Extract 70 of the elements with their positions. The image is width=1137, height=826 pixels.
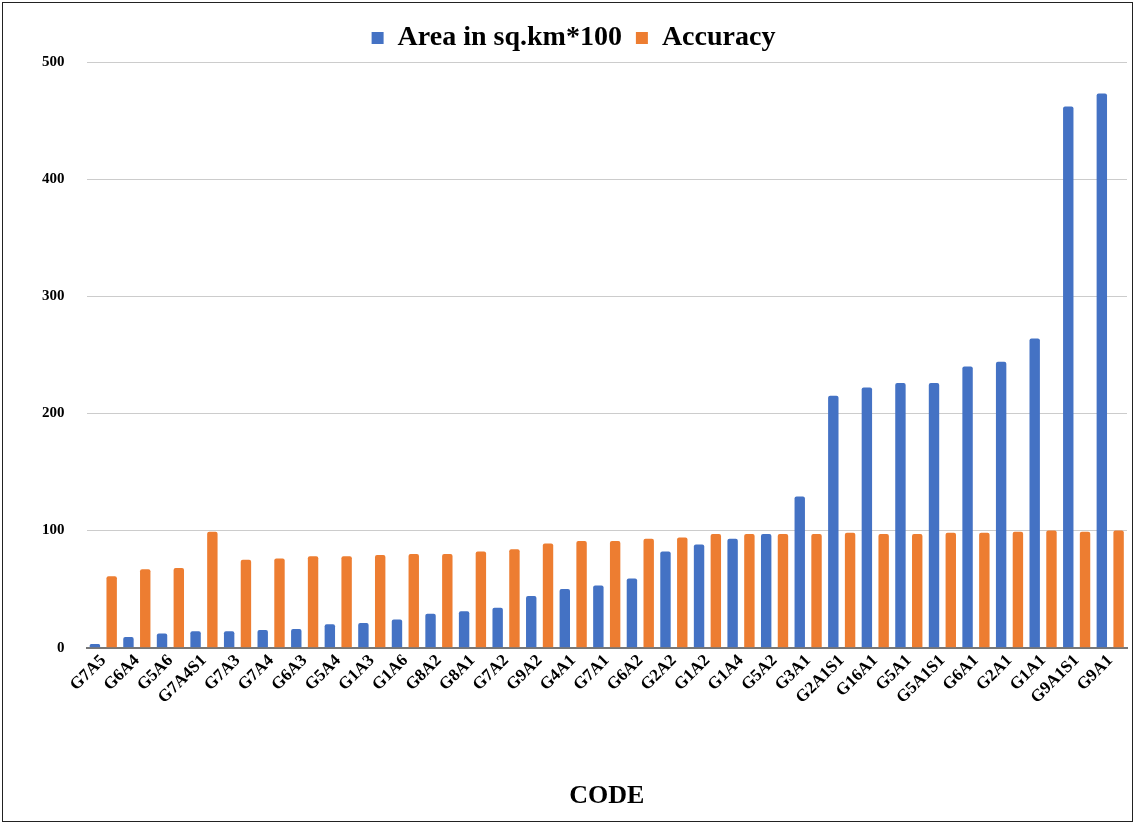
bar: [475, 551, 487, 648]
y-tick-label: 400: [42, 170, 65, 186]
bar: [895, 382, 906, 648]
bar: [307, 556, 319, 648]
bar: [811, 534, 822, 648]
bar: [660, 551, 671, 648]
bar: [509, 549, 520, 648]
legend-label: Accuracy: [661, 20, 776, 52]
bar: [274, 558, 285, 648]
bar: [458, 611, 470, 648]
bar: [844, 532, 856, 648]
bar: [408, 553, 419, 648]
bar: [962, 366, 973, 648]
bar: [391, 619, 403, 648]
bar: [190, 631, 201, 648]
bar: [861, 387, 873, 648]
legend-label: Area in sq.km*100: [397, 20, 622, 52]
bar: [828, 395, 839, 648]
bar: [1113, 530, 1124, 648]
bar: [677, 537, 688, 648]
bar: [240, 559, 252, 648]
y-tick-label: 0: [57, 638, 65, 655]
bar: [693, 544, 705, 648]
bar: [1029, 338, 1040, 648]
bar: [442, 553, 453, 648]
y-tick-label: 100: [42, 521, 65, 538]
bar: [576, 541, 587, 648]
bar: [106, 576, 117, 648]
bar: [878, 534, 889, 648]
bar: [626, 578, 638, 648]
bar: [257, 630, 268, 648]
bar: [609, 541, 621, 648]
bar: [1012, 531, 1024, 648]
bar: [156, 633, 168, 648]
bar: [593, 585, 604, 648]
bar: [710, 534, 722, 648]
bar: [1079, 531, 1091, 648]
bar: [123, 637, 134, 648]
bar: [492, 607, 503, 648]
bar: [995, 361, 1007, 648]
bar: [140, 569, 151, 648]
bar: [979, 532, 990, 648]
bar: [358, 623, 369, 648]
bar: [341, 556, 352, 648]
bar: [1046, 530, 1057, 648]
bar: [291, 628, 302, 648]
bar: [173, 567, 185, 648]
bar: [794, 496, 805, 648]
bar: [777, 534, 789, 648]
bar: [207, 531, 218, 648]
bar: [744, 534, 755, 648]
bar: [760, 534, 772, 648]
bar: [928, 382, 940, 648]
bar: [542, 543, 554, 648]
y-tick-label: 500: [42, 52, 65, 69]
bar: [425, 613, 436, 648]
bar: [912, 534, 923, 648]
bar: [945, 532, 956, 648]
bar: [1063, 106, 1074, 648]
x-axis-title: CODE: [569, 780, 645, 810]
y-tick-label: 300: [42, 287, 65, 304]
bar: [526, 596, 537, 648]
bar: [374, 555, 386, 648]
bar: [727, 538, 738, 648]
bar: [559, 589, 570, 648]
bar: [324, 624, 336, 648]
bar: [1096, 93, 1108, 648]
bar: [223, 631, 235, 648]
y-tick-label: 200: [42, 404, 65, 421]
bar: [643, 538, 654, 648]
